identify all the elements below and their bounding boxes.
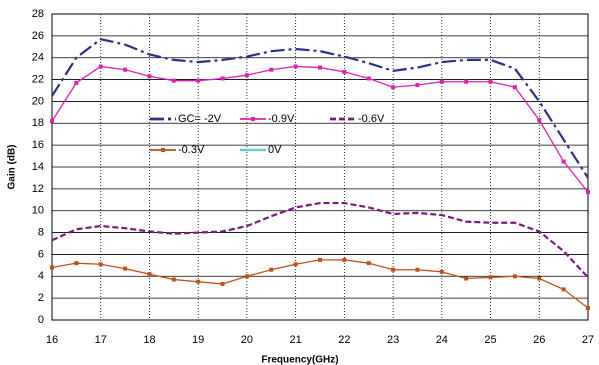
y-tick-label: 24 [32,52,44,64]
point [196,78,201,83]
x-tick-label: 20 [241,334,253,346]
point [293,262,298,267]
point [147,272,152,277]
legend-label: GC= -2V [178,113,222,125]
y-tick-label: 12 [32,183,44,195]
point [366,261,371,266]
series-line [51,201,589,279]
point [74,261,79,266]
x-tick-label: 24 [436,334,448,346]
y-tick-label: 0 [38,314,44,326]
point [50,119,54,124]
x-tick-label: 26 [533,334,545,346]
point [269,267,274,272]
y-tick-label: 26 [32,30,44,42]
point [269,67,274,72]
point [464,79,469,84]
point [293,64,298,69]
y-axis-label: Gain (dB) [7,145,18,190]
point [342,69,347,74]
point [512,85,517,90]
point [98,64,103,69]
series-line [51,37,589,179]
point [586,305,590,310]
point [561,159,566,164]
x-axis-label: Frequency(GHz) [261,355,338,365]
x-tick-label: 16 [46,334,58,346]
point [391,85,396,90]
y-tick-label: 16 [32,139,44,151]
point [171,277,176,282]
y-tick-label: 20 [32,95,44,107]
point [220,76,225,81]
x-tick-label: 22 [338,334,350,346]
point [512,274,517,279]
x-tick-label: 18 [143,334,155,346]
point [318,257,322,262]
x-tick-label: 27 [582,334,594,346]
series-line [51,65,589,193]
x-tick-label: 17 [95,334,107,346]
point [537,276,542,281]
point [98,262,103,267]
point [415,83,420,88]
y-tick-label: 8 [38,226,44,238]
point [439,269,444,274]
x-tick-label: 19 [192,334,204,346]
y-tick-label: 28 [32,8,44,20]
point [366,76,371,81]
point [147,74,152,79]
point [244,274,249,279]
legend-marker [161,148,165,152]
point [50,265,54,270]
legend-label: -0.3V [178,144,205,156]
point [464,276,469,281]
legend-label: -0.9V [268,113,295,125]
point [123,67,128,72]
point [561,287,566,292]
point [244,73,249,78]
point [74,80,79,85]
x-tick-label: 21 [290,334,302,346]
y-tick-label: 10 [32,205,44,217]
point [586,190,590,195]
point [488,79,493,84]
y-tick-label: 2 [38,292,44,304]
y-tick-label: 4 [38,270,44,282]
y-tick-label: 14 [32,161,44,173]
point [537,118,542,123]
y-tick-label: 18 [32,117,44,129]
point [171,78,176,83]
x-tick-label: 23 [387,334,399,346]
point [220,281,225,286]
y-tick-label: 22 [32,73,44,85]
legend-marker [251,117,255,121]
point [318,65,322,70]
point [196,279,201,284]
point [342,257,347,262]
plot-border [51,13,589,321]
x-tick-label: 25 [484,334,496,346]
point [415,267,420,272]
y-tick-label: 6 [38,248,44,260]
point [123,266,128,271]
legend-label: -0.6V [358,113,385,125]
point [488,275,493,280]
legend-label: 0V [268,144,282,156]
point [439,79,444,84]
point [391,267,396,272]
series-line [51,259,589,309]
